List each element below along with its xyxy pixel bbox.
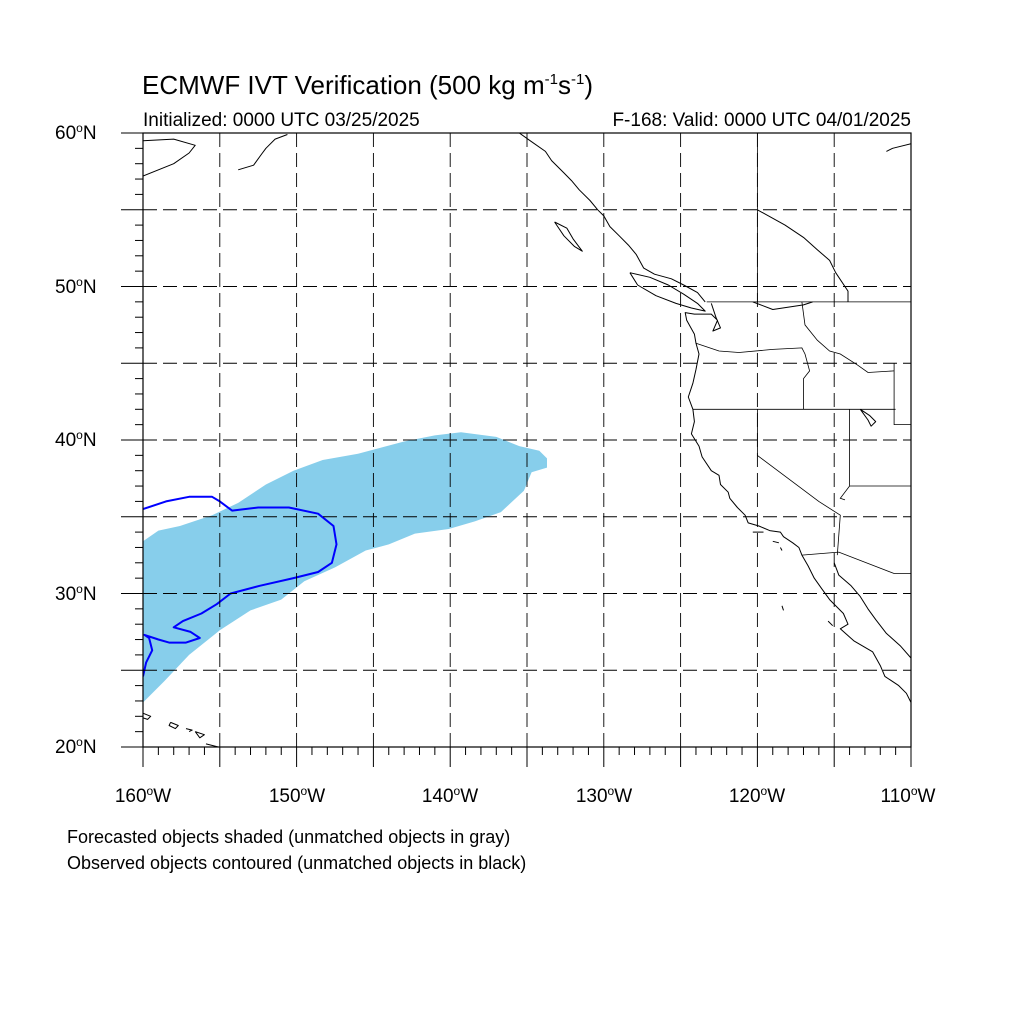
border-9: [801, 551, 911, 574]
coastline-15: [781, 605, 784, 611]
map-frame: [142, 132, 912, 748]
lon-label-130w: 130oW: [575, 784, 633, 807]
coastline-7: [143, 712, 152, 720]
coastline-layer: [143, 133, 911, 747]
coastline-4: [629, 272, 706, 312]
lon-label-140w: 140oW: [421, 784, 479, 807]
coastline-18: [757, 209, 849, 302]
coastline-17: [859, 408, 877, 427]
coastline-19: [752, 301, 813, 310]
map-title: ECMWF IVT Verification (500 kg m-1s-1): [142, 70, 593, 100]
footnote-observed: Observed objects contoured (unmatched ob…: [67, 853, 527, 873]
border-4: [757, 409, 841, 556]
observed-contour-0: [143, 495, 338, 677]
coastline-0: [143, 138, 196, 177]
coastline-8: [168, 721, 179, 730]
coastline-6: [833, 562, 911, 659]
forecast-object-layer: [143, 432, 547, 703]
coastline-16: [827, 620, 834, 627]
border-layer: [692, 133, 911, 574]
lon-label-120w: 120oW: [728, 784, 786, 807]
coastline-1: [238, 134, 288, 171]
lon-label-110w: 110oW: [880, 784, 936, 807]
forecast-object: [143, 432, 547, 703]
tick-layer: [121, 132, 912, 767]
coastline-9: [185, 728, 193, 733]
coastline-2: [519, 133, 706, 303]
coastline-13: [772, 540, 780, 544]
coastline-14: [779, 547, 783, 551]
observed-contour-layer: [143, 495, 338, 677]
coastline-10: [194, 731, 205, 739]
lon-label-160w: 160oW: [114, 784, 172, 807]
coastline-11: [205, 743, 219, 747]
lon-label-150w: 150oW: [268, 784, 326, 807]
border-5: [801, 301, 895, 373]
footnote-forecast: Forecasted objects shaded (unmatched obj…: [67, 827, 511, 847]
coastline-3: [554, 221, 583, 252]
coastline-20: [886, 143, 911, 152]
border-2: [695, 342, 811, 410]
grid-layer: [143, 133, 911, 747]
border-7: [839, 409, 850, 501]
lat-label-30: 30oN: [55, 582, 97, 605]
lat-label-40: 40oN: [55, 428, 97, 451]
coastline-5: [684, 303, 911, 703]
lat-label-20: 20oN: [55, 735, 97, 758]
lat-label-50: 50oN: [55, 275, 97, 298]
lat-label-60: 60oN: [55, 121, 97, 144]
valid-time: F-168: Valid: 0000 UTC 04/01/2025: [612, 110, 911, 131]
border-6: [893, 363, 911, 426]
initialized-time: Initialized: 0000 UTC 03/25/2025: [143, 110, 420, 131]
